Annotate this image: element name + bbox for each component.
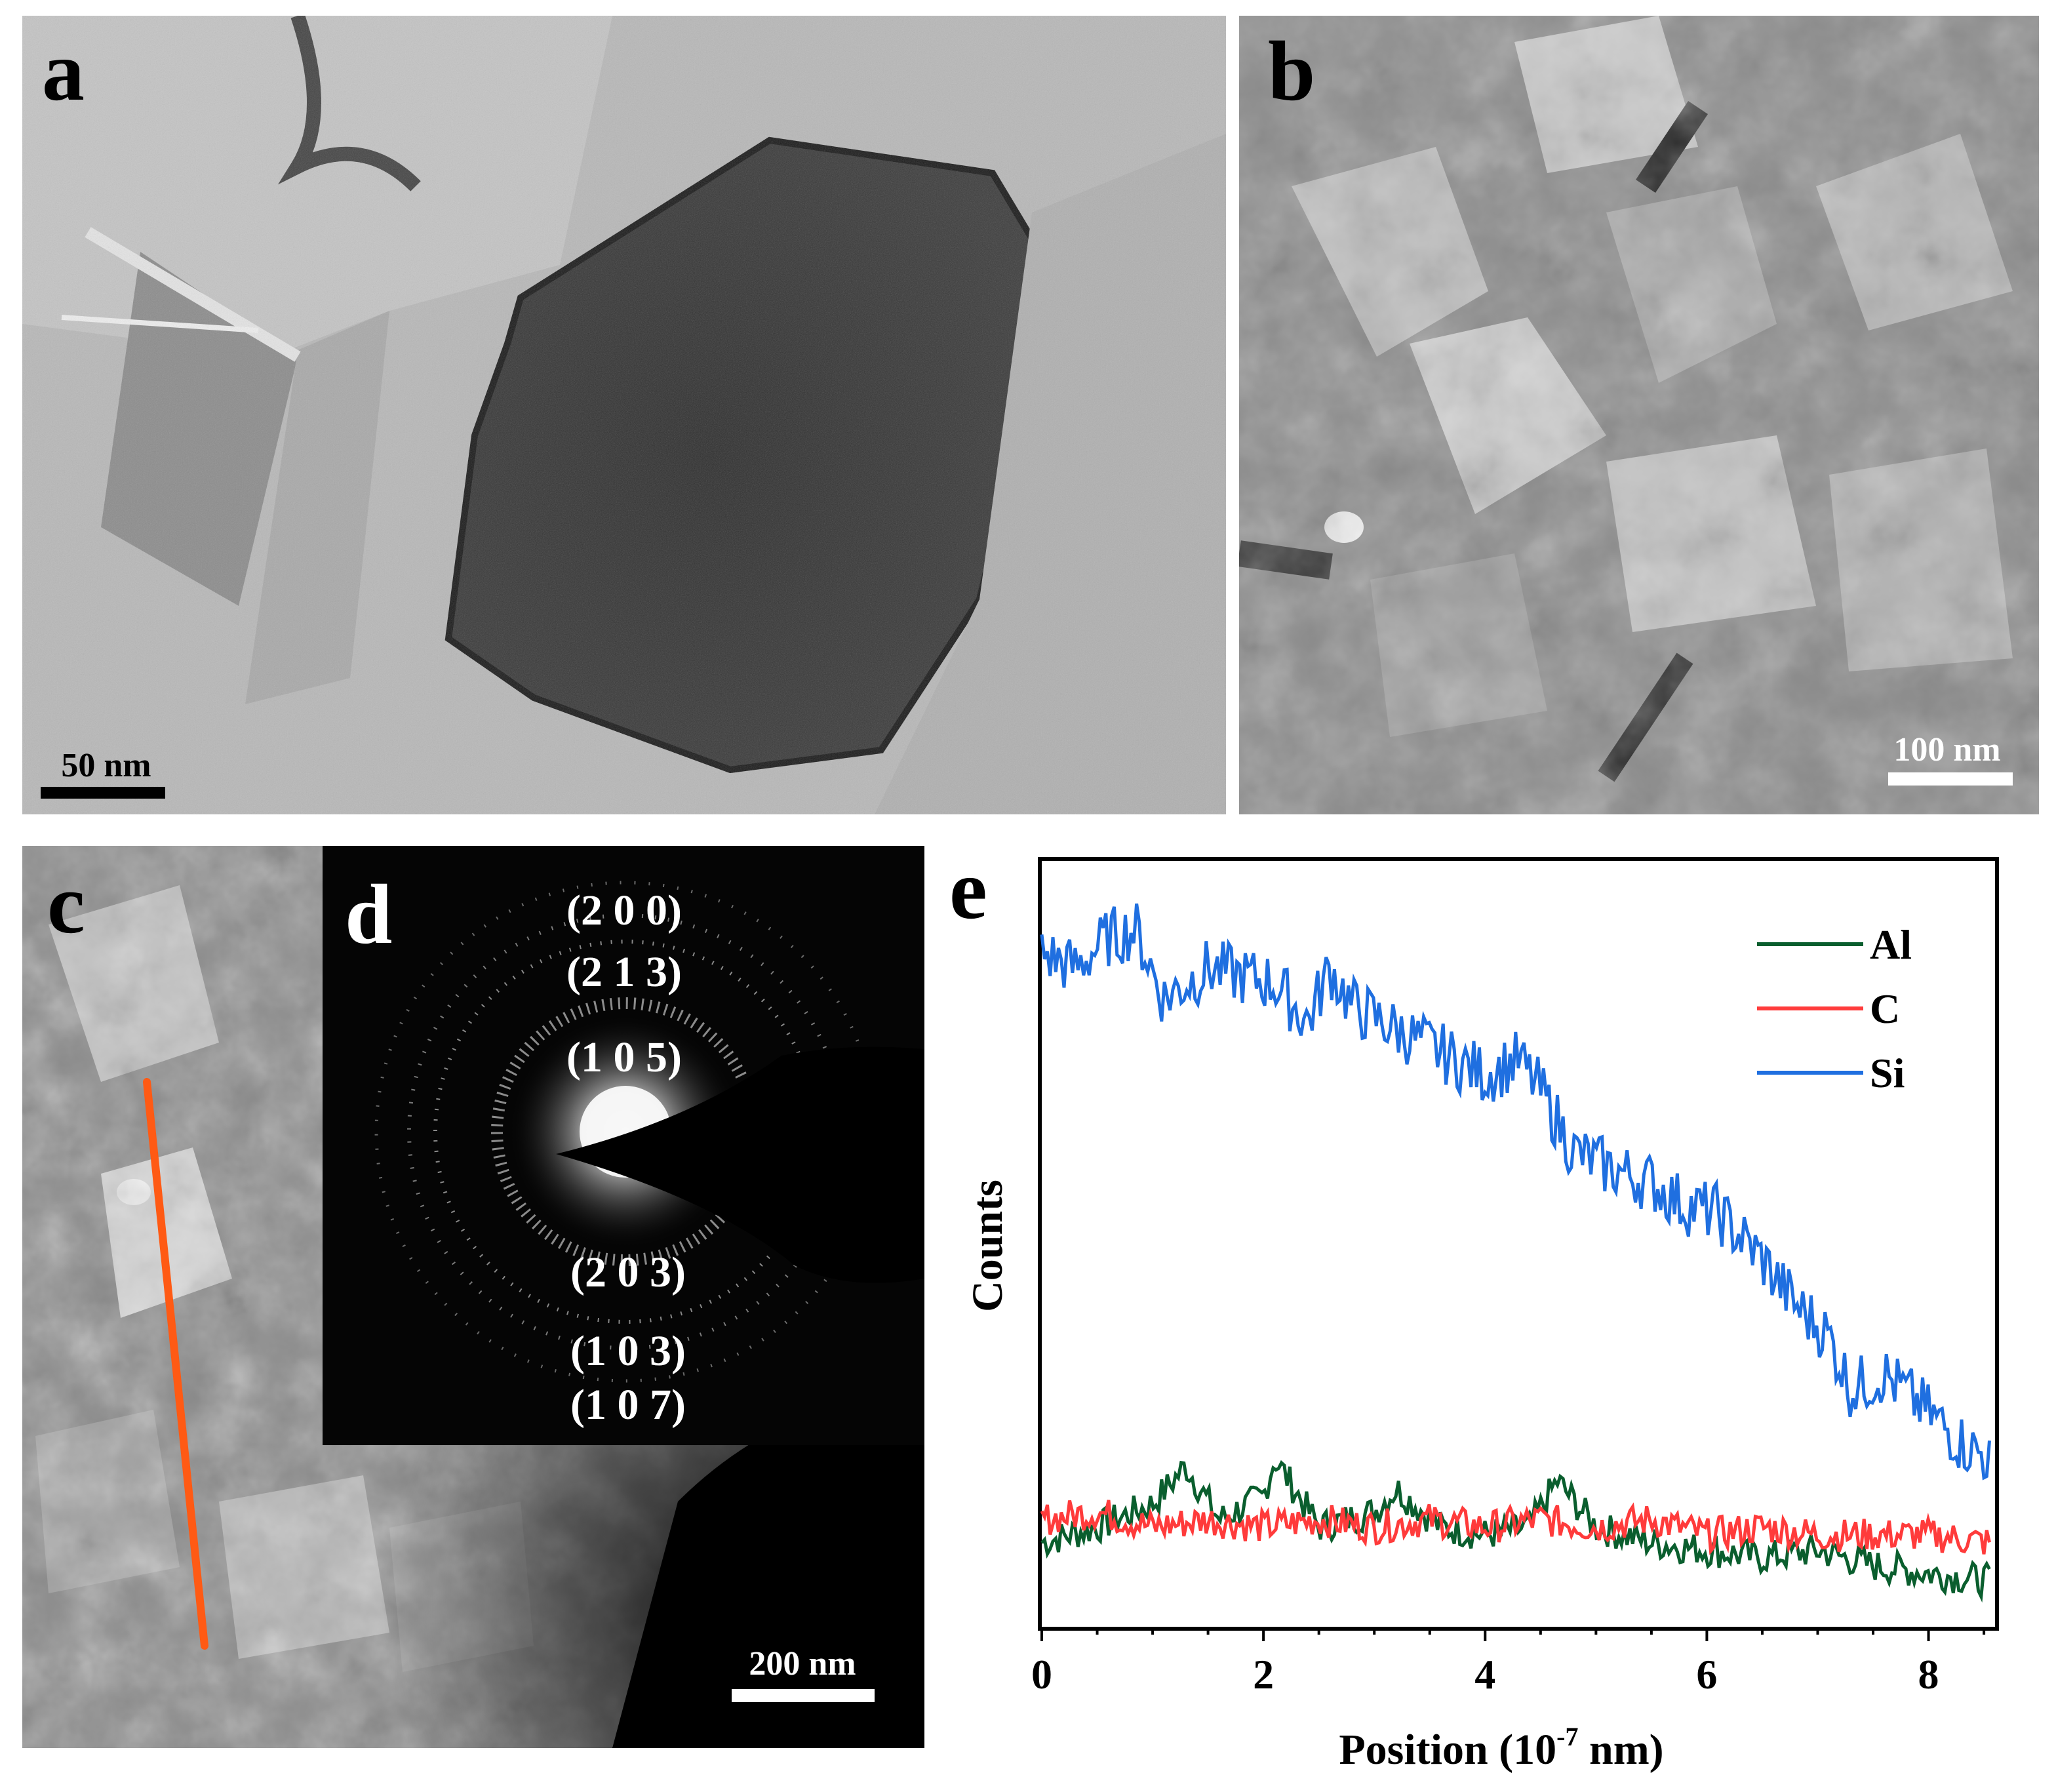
legend: Al C Si xyxy=(1757,921,1912,1096)
ring-label-105: (1 0 5) xyxy=(566,1033,682,1081)
x-tick-label: 4 xyxy=(1474,1651,1495,1698)
panel-c-scale-bar xyxy=(732,1689,875,1702)
x-axis: 0 2 4 6 8 xyxy=(1031,1629,1986,1698)
plot-frame xyxy=(1038,857,1999,1631)
x-axis-label: Position (10-7 nm) xyxy=(1339,1722,1663,1774)
ring-label-107: (1 0 7) xyxy=(570,1381,686,1429)
series-layer xyxy=(1040,903,1991,1603)
panel-b-scale-bar xyxy=(1888,772,2013,786)
ring-label-203: (2 0 3) xyxy=(570,1248,686,1296)
panel-a-letter: a xyxy=(42,24,85,119)
line-scan-path xyxy=(143,1078,208,1650)
panel-e-letter: e xyxy=(949,843,987,937)
series-line-si xyxy=(1040,903,1991,1481)
x-tick-label: 8 xyxy=(1918,1651,1939,1698)
beam-stop xyxy=(556,1046,924,1283)
panel-d-letter: d xyxy=(345,867,393,962)
series-line-al xyxy=(1040,1460,1991,1603)
panel-c-letter: c xyxy=(47,857,85,951)
series-line-c xyxy=(1040,1500,1991,1555)
x-tick-label: 0 xyxy=(1031,1651,1052,1698)
panel-d-diffraction: d (2 0 0) (2 1 3) (1 0 5) (2 0 3) (1 0 3… xyxy=(323,846,924,1445)
panel-d-image xyxy=(323,846,924,1445)
line-scan-overlay xyxy=(143,1078,208,1650)
ring-label-213: (2 1 3) xyxy=(566,948,682,996)
line-profile-chart: 0 2 4 6 8 Counts Position (10-7 nm) Al C Si xyxy=(964,857,1999,1774)
ring-label-200: (2 0 0) xyxy=(566,886,682,934)
legend-label-si: Si xyxy=(1870,1050,1905,1096)
panel-a-scale-label: 50 nm xyxy=(61,747,151,784)
panel-c-scale-label: 200 nm xyxy=(749,1645,856,1682)
legend-label-al: Al xyxy=(1870,921,1912,968)
panel-b-letter: b xyxy=(1268,24,1316,119)
y-axis-label: Counts xyxy=(964,1180,1012,1312)
x-tick-label: 2 xyxy=(1253,1651,1274,1698)
panel-a-scale-bar xyxy=(41,787,165,799)
panel-a-micrograph: a 50 nm xyxy=(22,16,1226,814)
legend-label-c: C xyxy=(1870,986,1900,1032)
x-tick-label: 6 xyxy=(1696,1651,1717,1698)
panel-b-image xyxy=(1239,16,2039,814)
ring-label-103: (1 0 3) xyxy=(570,1327,686,1375)
panel-b-micrograph: b 100 nm xyxy=(1239,16,2039,814)
panel-a-image xyxy=(22,16,1226,814)
panel-b-scale-label: 100 nm xyxy=(1893,731,2001,768)
